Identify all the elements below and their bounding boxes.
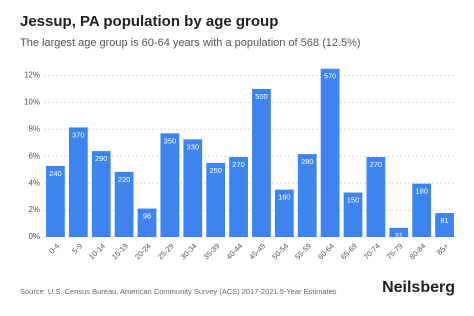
x-tick-label: 25-29: [156, 241, 176, 261]
y-tick-label: 0%: [28, 232, 40, 241]
bar: [343, 192, 363, 237]
data-label: 290: [95, 154, 108, 163]
data-label: 370: [72, 130, 85, 139]
bar: [46, 165, 65, 237]
bar: [412, 183, 432, 237]
data-label: 330: [187, 142, 200, 151]
data-label: 350: [164, 136, 177, 145]
data-label: 31: [395, 231, 403, 240]
data-label: 280: [301, 157, 314, 166]
x-tick-label: 0-4: [47, 241, 61, 255]
x-tick-label: 75-79: [385, 241, 405, 261]
x-tick-label: 55-59: [293, 241, 313, 261]
x-tick-label: 60-64: [316, 241, 336, 261]
bar: [114, 171, 134, 237]
bar: [252, 88, 271, 237]
data-label: 270: [232, 160, 245, 169]
bar: [366, 157, 386, 237]
x-tick-label: 50-54: [270, 241, 290, 261]
x-tick-label: 85+: [435, 241, 451, 257]
x-tick-label: 45-49: [247, 241, 267, 261]
y-tick-label: 6%: [28, 151, 40, 160]
bar: [435, 213, 454, 237]
x-tick-label: 70-74: [362, 241, 382, 261]
bar: [137, 208, 157, 237]
x-tick-label: 10-14: [87, 241, 107, 261]
data-label: 250: [209, 166, 222, 175]
data-label: 81: [440, 216, 448, 225]
data-label: 570: [324, 72, 337, 81]
x-tick-label: 5-9: [70, 241, 84, 255]
source-note: Source: U.S. Census Bureau, American Com…: [20, 287, 337, 296]
data-label: 180: [415, 187, 428, 196]
bar: [68, 127, 88, 237]
bar: [206, 162, 226, 237]
data-label: 500: [255, 92, 268, 101]
bar: [274, 189, 294, 237]
bar: [183, 139, 203, 237]
brand-logo: Neilsberg: [382, 279, 455, 296]
data-label: 240: [49, 169, 62, 178]
bar: [229, 157, 248, 237]
data-label: 270: [370, 160, 383, 169]
x-tick-label: 65-69: [339, 241, 359, 261]
y-tick-label: 4%: [28, 178, 40, 187]
chart-title: Jessup, PA population by age group: [20, 13, 278, 30]
x-tick-label: 40-44: [224, 241, 244, 261]
bar: [160, 133, 180, 237]
x-tick-label: 30-34: [179, 241, 199, 261]
data-label: 160: [278, 193, 291, 202]
bar: [320, 68, 340, 237]
y-tick-label: 8%: [28, 124, 40, 133]
data-label: 220: [118, 175, 131, 184]
y-tick-label: 12%: [24, 71, 40, 80]
bar: [389, 227, 409, 237]
data-label: 96: [143, 212, 151, 221]
y-tick-label: 2%: [28, 205, 40, 214]
y-tick-label: 10%: [24, 97, 40, 106]
data-label: 150: [347, 196, 360, 205]
chart-subtitle: The largest age group is 60-64 years wit…: [20, 37, 361, 49]
x-tick-label: 80-84: [408, 241, 428, 261]
x-tick-label: 20-24: [133, 241, 153, 261]
bar: [91, 151, 111, 237]
bar: [297, 154, 317, 237]
x-tick-label: 15-19: [110, 241, 130, 261]
x-tick-label: 35-39: [202, 241, 222, 261]
